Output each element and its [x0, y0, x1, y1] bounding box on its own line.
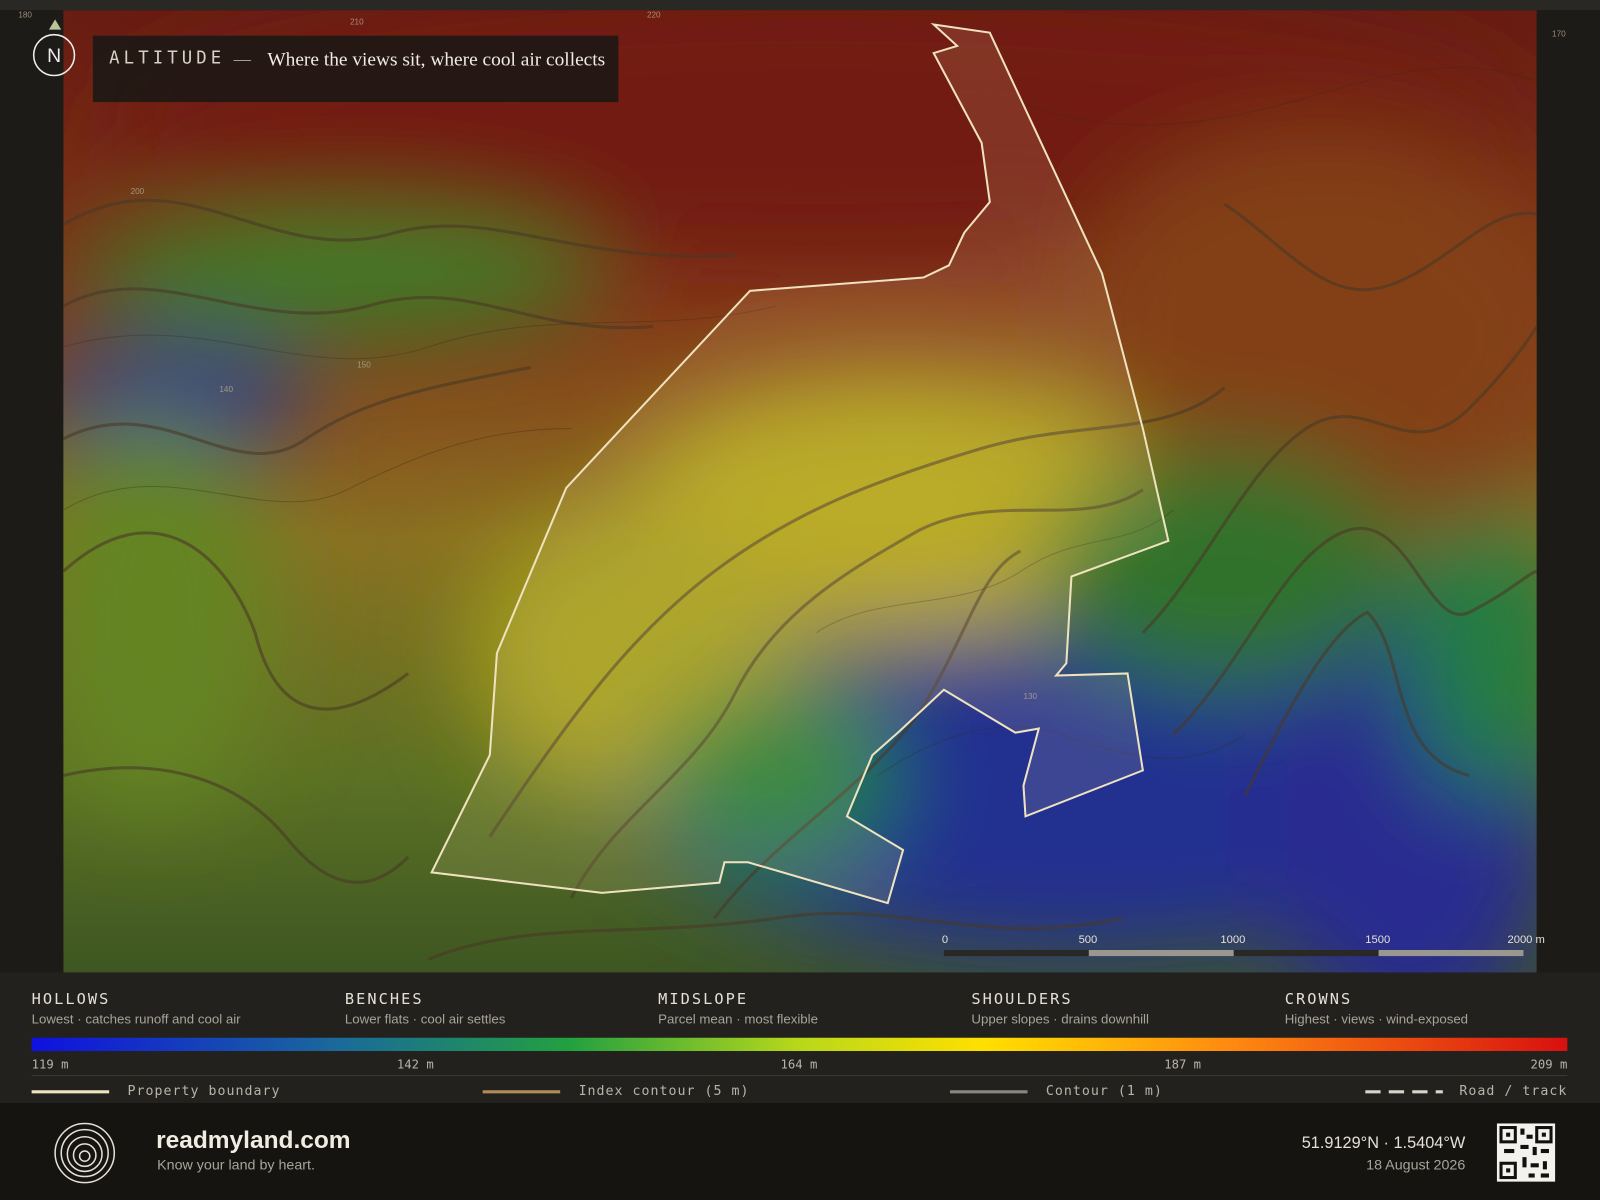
- scale-bar: 0 500 1000 1500 2000 m: [942, 934, 1545, 957]
- color-ramp: [31, 1037, 1568, 1052]
- ramp-tick: 209 m: [1531, 1057, 1568, 1071]
- ramp-tick: 164 m: [781, 1057, 818, 1071]
- ramp-tick: 119 m: [32, 1057, 69, 1071]
- key-label: Index contour (5 m): [579, 1084, 750, 1099]
- footer: [0, 1103, 1600, 1200]
- zone-desc: Lowest · catches runoff and cool air: [32, 1011, 242, 1026]
- zone-desc: Upper slopes · drains downhill: [971, 1011, 1149, 1026]
- contour-label: 170: [1552, 30, 1566, 39]
- title: ALTITUDE: [109, 48, 225, 68]
- scale-label: 2000 m: [1507, 934, 1544, 946]
- scale-label: 0: [942, 934, 948, 946]
- zone-name: HOLLOWS: [32, 990, 111, 1008]
- brand: readmyland.com: [156, 1127, 350, 1154]
- contour-label: 210: [350, 17, 364, 26]
- contour-label: 220: [647, 10, 661, 19]
- key-label: Property boundary: [128, 1084, 281, 1099]
- contour-label: 180: [18, 10, 32, 19]
- map-margin: [1536, 10, 1600, 973]
- contour-label: 150: [357, 360, 371, 369]
- date: 18 August 2026: [1366, 1157, 1465, 1173]
- map-margin: [0, 10, 64, 973]
- title-box: [92, 35, 619, 103]
- tagline: Know your land by heart.: [157, 1157, 315, 1173]
- zone-desc: Parcel mean · most flexible: [658, 1011, 818, 1026]
- key-label: Contour (1 m): [1046, 1084, 1163, 1099]
- zone-legend: HOLLOWS Lowest · catches runoff and cool …: [32, 990, 1468, 1026]
- compass: N: [32, 19, 76, 77]
- contour-label: 200: [131, 187, 145, 196]
- subtitle: Where the views sit, where cool air coll…: [267, 49, 605, 70]
- contour-label: 130: [1023, 692, 1037, 701]
- logo: [54, 1122, 116, 1184]
- ramp-tick: 187 m: [1164, 1057, 1201, 1071]
- compass-label: N: [47, 45, 61, 67]
- altitude-map: [63, 10, 1537, 973]
- zone-name: BENCHES: [345, 990, 424, 1008]
- contour-label: 140: [219, 385, 233, 394]
- zone-name: SHOULDERS: [971, 990, 1072, 1008]
- scale-label: 500: [1079, 934, 1098, 946]
- key-label: Road / track: [1459, 1084, 1567, 1099]
- scale-label: 1000: [1220, 934, 1245, 946]
- scale-label: 1500: [1365, 934, 1390, 946]
- zone-name: CROWNS: [1285, 990, 1353, 1008]
- property-boundary: [430, 23, 1170, 905]
- zone-name: MIDSLOPE: [658, 990, 748, 1008]
- top-border: [0, 0, 1600, 11]
- title-dash: —: [233, 49, 252, 68]
- zone-desc: Lower flats · cool air settles: [345, 1011, 506, 1026]
- qr-code: [1496, 1123, 1556, 1182]
- zone-desc: Highest · views · wind-exposed: [1285, 1011, 1468, 1026]
- coordinates: 51.9129°N · 1.5404°W: [1302, 1134, 1466, 1152]
- ramp-tick: 142 m: [397, 1057, 434, 1071]
